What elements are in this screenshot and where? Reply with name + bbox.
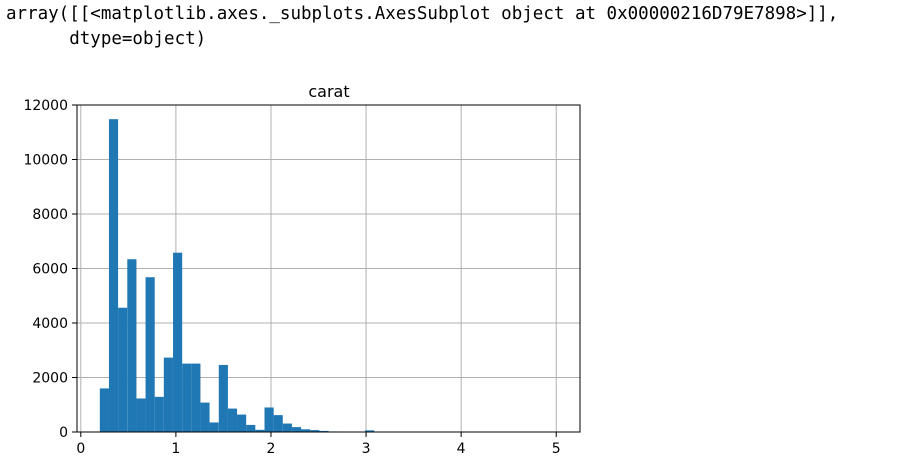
- histogram-bar: [99, 388, 109, 432]
- histogram-bar: [191, 363, 201, 432]
- histogram-bar: [227, 408, 238, 432]
- x-tick-label: 2: [267, 441, 276, 457]
- histogram-bar: [365, 430, 375, 432]
- histogram-bar: [145, 277, 155, 432]
- histogram-bar: [246, 424, 256, 432]
- histogram-bar: [255, 429, 265, 432]
- histogram-bar: [127, 259, 137, 432]
- histogram-bar: [301, 429, 311, 432]
- histogram-bar: [154, 396, 164, 432]
- histogram-bar: [209, 422, 219, 432]
- y-tick-label: 4000: [32, 316, 68, 332]
- histogram-bar: [282, 423, 292, 432]
- cell-output-text: array([[<matplotlib.axes._subplots.AxesS…: [6, 2, 838, 52]
- histogram-bar: [163, 357, 173, 432]
- histogram-bars: [99, 119, 558, 433]
- histogram-bar: [273, 415, 283, 432]
- histogram-bar: [200, 402, 210, 432]
- x-tick-label: 4: [457, 441, 466, 457]
- histogram-bar: [108, 119, 119, 433]
- histogram-bar: [310, 430, 320, 432]
- histogram-bar: [237, 414, 247, 432]
- histogram-bar: [264, 407, 274, 432]
- x-tick-label: 1: [171, 441, 180, 457]
- histogram-bar: [118, 307, 128, 432]
- output-line-dtype: dtype=object): [6, 29, 207, 49]
- histogram-bar: [291, 427, 302, 432]
- x-tick-label: 0: [76, 441, 85, 457]
- y-tick-label: 12000: [23, 98, 68, 114]
- y-tick-label: 8000: [32, 207, 68, 223]
- histogram-bar: [173, 252, 183, 432]
- output-line-array-repr: array([[<matplotlib.axes._subplots.AxesS…: [6, 4, 839, 24]
- chart-title: carat: [308, 82, 349, 101]
- x-tick-label: 5: [552, 441, 561, 457]
- y-tick-label: 2000: [32, 371, 68, 387]
- axis-ticks: 0 1 2 3 4 5 0 2000 4000 6000 8000 10000 12000: [23, 98, 560, 457]
- y-tick-label: 10000: [23, 153, 68, 169]
- histogram-bar: [319, 430, 329, 432]
- x-tick-label: 3: [362, 441, 371, 457]
- histogram-bar: [136, 398, 146, 432]
- histogram-bar: [218, 364, 228, 432]
- y-tick-label: 6000: [32, 262, 68, 278]
- y-tick-label: 0: [59, 425, 68, 441]
- histogram-bar: [182, 363, 192, 432]
